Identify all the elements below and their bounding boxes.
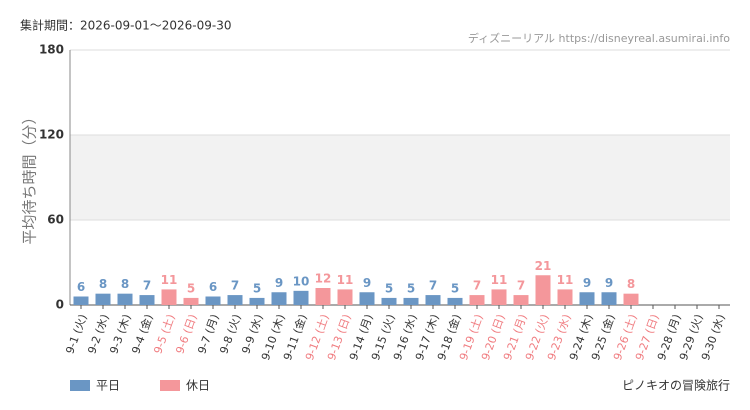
value-label: 7: [231, 279, 239, 293]
value-label: 11: [161, 273, 178, 287]
bar: [139, 295, 155, 305]
y-tick-label: 180: [39, 43, 64, 57]
bar: [337, 289, 353, 305]
bar: [271, 292, 287, 305]
value-label: 9: [275, 276, 283, 290]
bar: [227, 295, 243, 305]
value-label: 5: [451, 281, 459, 295]
bar: [579, 292, 595, 305]
bar: [249, 297, 265, 305]
value-label: 7: [143, 279, 151, 293]
bar: [73, 296, 89, 305]
y-tick-label: 60: [47, 213, 64, 227]
bar: [601, 292, 617, 305]
value-label: 9: [583, 276, 591, 290]
grid-band: [70, 135, 730, 220]
bar: [557, 289, 573, 305]
value-label: 12: [315, 272, 332, 286]
value-label: 8: [99, 277, 107, 291]
value-label: 8: [121, 277, 129, 291]
value-label: 7: [473, 279, 481, 293]
value-label: 7: [429, 279, 437, 293]
y-axis-label: 平均待ち時間（分）: [21, 109, 39, 244]
bar: [491, 289, 507, 305]
legend-label: 休日: [186, 379, 210, 393]
value-label: 5: [385, 281, 393, 295]
value-label: 8: [627, 277, 635, 291]
bar: [183, 297, 199, 305]
value-label: 7: [517, 279, 525, 293]
legend-label: 平日: [96, 379, 120, 393]
value-label: 5: [253, 281, 261, 295]
source: ディズニーリアル https://disneyreal.asumirai.inf…: [468, 31, 730, 45]
value-label: 11: [557, 273, 574, 287]
value-label: 21: [535, 259, 552, 273]
value-label: 11: [491, 273, 508, 287]
bar: [95, 293, 111, 305]
bar: [359, 292, 375, 305]
value-label: 9: [605, 276, 613, 290]
bar: [117, 293, 133, 305]
bar: [161, 289, 177, 305]
bar: [293, 290, 309, 305]
value-label: 6: [209, 280, 217, 294]
caption: ピノキオの冒険旅行: [622, 379, 730, 393]
bar: [403, 297, 419, 305]
bar: [205, 296, 221, 305]
bar: [447, 297, 463, 305]
bar: [315, 288, 331, 305]
bar: [535, 275, 551, 305]
value-label: 10: [293, 274, 310, 288]
bar: [469, 295, 485, 305]
bar: [381, 297, 397, 305]
value-label: 9: [363, 276, 371, 290]
y-tick-label: 0: [56, 298, 64, 312]
subtitle: 集計期間：2026-09-01～2026-09-30: [20, 18, 231, 33]
y-tick-label: 120: [39, 128, 64, 142]
value-label: 5: [187, 281, 195, 295]
value-label: 11: [337, 273, 354, 287]
bar: [425, 295, 441, 305]
value-label: 5: [407, 281, 415, 295]
legend-swatch: [70, 380, 90, 391]
legend-swatch: [160, 380, 180, 391]
bar: [623, 293, 639, 305]
value-label: 6: [77, 280, 85, 294]
bar: [513, 295, 529, 305]
